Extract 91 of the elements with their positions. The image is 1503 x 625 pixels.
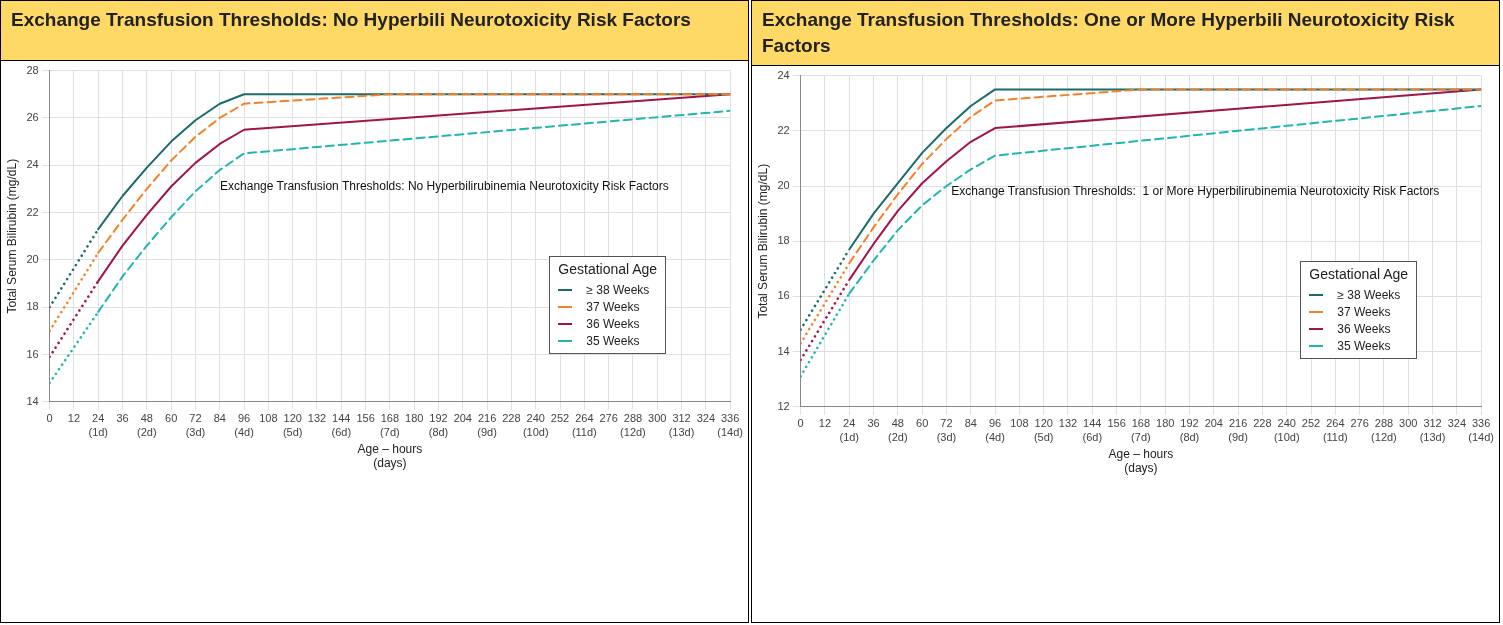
- x-tick-label: 252: [1301, 417, 1321, 430]
- y-tick-label: 16: [777, 289, 790, 302]
- legend-label: 36 Weeks: [1337, 321, 1391, 336]
- x-tick-label: 156: [1107, 417, 1126, 430]
- x-tick-label: 216 (9d): [1228, 417, 1248, 443]
- x-tick-label: 168 (7d): [380, 412, 400, 438]
- x-tick-label: 48 (2d): [888, 417, 908, 443]
- x-tick-label: 120 (5d): [282, 412, 303, 438]
- x-tick-label: 132: [1058, 417, 1078, 430]
- legend-title: Gestational Age: [558, 261, 658, 278]
- x-tick-label: 180: [405, 412, 424, 425]
- x-tick-label: 84: [964, 417, 977, 430]
- x-tick-label: 108: [1010, 417, 1029, 430]
- x-tick-label: 252: [550, 412, 570, 425]
- y-axis-title: Total Serum Bilirubin (mg/dL): [4, 158, 19, 314]
- x-tick-label: 228: [502, 412, 521, 425]
- x-tick-label: 216 (9d): [477, 412, 497, 438]
- y-tick-label: 18: [26, 300, 39, 313]
- x-tick-label: 60: [165, 412, 178, 425]
- legend-title: Gestational Age: [1309, 266, 1409, 283]
- x-tick-label: 228: [1253, 417, 1272, 430]
- y-tick-label: 16: [26, 347, 39, 360]
- x-tick-label: 12: [67, 412, 81, 425]
- x-tick-label: 24 (1d): [839, 417, 860, 443]
- x-tick-label: 36: [867, 417, 880, 430]
- x-tick-label: 288 (12d): [1371, 417, 1397, 443]
- x-tick-label: 180: [1156, 417, 1175, 430]
- x-tick-label: 264 (11d): [571, 412, 597, 438]
- x-tick-label: 48 (2d): [137, 412, 157, 438]
- x-tick-label: 204: [453, 412, 472, 425]
- legend-label: 37 Weeks: [1337, 304, 1391, 319]
- x-tick-label: 264 (11d): [1322, 417, 1348, 443]
- legend-label: 36 Weeks: [586, 316, 640, 331]
- x-tick-label: 0: [46, 412, 53, 425]
- x-tick-label: 240 (10d): [522, 412, 549, 438]
- x-axis-title: Age – hours (days): [1108, 446, 1174, 476]
- x-tick-label: 276: [599, 412, 618, 425]
- x-tick-label: 144 (6d): [331, 412, 352, 438]
- y-tick-label: 14: [777, 344, 790, 357]
- y-tick-label: 28: [26, 63, 39, 76]
- x-tick-label: 192 (8d): [428, 412, 449, 438]
- x-tick-label: 72 (3d): [936, 417, 957, 443]
- x-tick-label: 144 (6d): [1082, 417, 1103, 443]
- x-tick-label: 96 (4d): [985, 417, 1005, 443]
- annotation: Exchange Transfusion Thresholds: 1 or More Hyperbilirubinemia Neurotoxicity Risk Factors: [951, 183, 1440, 198]
- y-tick-label: 24: [777, 68, 790, 81]
- x-tick-label: 276: [1350, 417, 1369, 430]
- x-tick-label: 24 (1d): [88, 412, 109, 438]
- legend-label: 35 Weeks: [1337, 338, 1391, 353]
- x-axis-title: Age – hours (days): [357, 441, 423, 471]
- x-tick-label: 156: [356, 412, 375, 425]
- x-tick-label: 300: [648, 412, 667, 425]
- x-tick-label: 336 (14d): [1468, 417, 1494, 443]
- y-tick-label: 20: [26, 252, 39, 265]
- x-tick-label: 168 (7d): [1131, 417, 1151, 443]
- x-tick-label: 240 (10d): [1273, 417, 1300, 443]
- chart-title: Exchange Transfusion Thresholds: No Hyperbili Neurotoxicity Risk Factors: [1, 1, 748, 61]
- x-tick-label: 336 (14d): [717, 412, 743, 438]
- x-tick-label: 84: [213, 412, 226, 425]
- x-tick-label: 12: [818, 417, 832, 430]
- legend-label: ≥ 38 Weeks: [586, 282, 650, 297]
- y-tick-label: 22: [26, 205, 39, 218]
- x-tick-label: 132: [307, 412, 327, 425]
- y-tick-label: 12: [777, 399, 790, 412]
- y-tick-label: 24: [26, 158, 39, 171]
- legend-label: ≥ 38 Weeks: [1337, 287, 1401, 302]
- x-tick-label: 96 (4d): [234, 412, 254, 438]
- x-tick-label: 108: [259, 412, 278, 425]
- x-tick-label: 324: [1447, 417, 1467, 430]
- x-tick-label: 192 (8d): [1179, 417, 1200, 443]
- x-tick-label: 204: [1204, 417, 1223, 430]
- x-tick-label: 324: [696, 412, 716, 425]
- x-tick-label: 72 (3d): [185, 412, 206, 438]
- y-tick-label: 18: [777, 234, 790, 247]
- x-tick-label: 36: [116, 412, 129, 425]
- y-tick-label: 20: [777, 179, 790, 192]
- x-tick-label: 60: [916, 417, 929, 430]
- y-axis-title: Total Serum Bilirubin (mg/dL): [755, 163, 770, 319]
- y-tick-label: 14: [26, 394, 39, 407]
- legend-label: 35 Weeks: [586, 333, 640, 348]
- x-tick-label: 0: [797, 417, 804, 430]
- x-tick-label: 288 (12d): [620, 412, 646, 438]
- x-tick-label: 312 (13d): [668, 412, 695, 438]
- y-tick-label: 26: [26, 110, 39, 123]
- chart-title: Exchange Transfusion Thresholds: One or More Hyperbili Neurotoxicity Risk Factors: [752, 1, 1499, 66]
- annotation: Exchange Transfusion Thresholds: No Hyperbilirubinemia Neurotoxicity Risk Factors: [220, 178, 669, 193]
- legend-label: 37 Weeks: [586, 299, 640, 314]
- x-tick-label: 312 (13d): [1419, 417, 1446, 443]
- x-tick-label: 120 (5d): [1033, 417, 1054, 443]
- y-tick-label: 22: [777, 123, 790, 136]
- x-tick-label: 300: [1399, 417, 1418, 430]
